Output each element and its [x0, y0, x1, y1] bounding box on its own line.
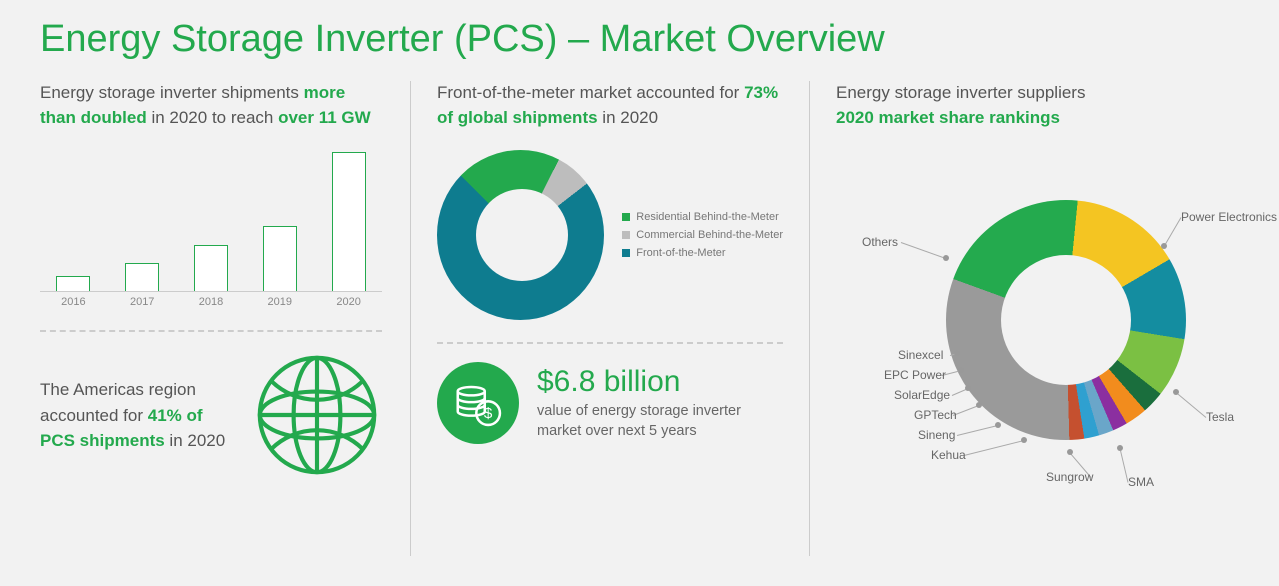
- segments-donut-chart: [437, 150, 604, 320]
- callout-label: Tesla: [1206, 410, 1234, 424]
- column-suppliers: Energy storage inverter suppliers 2020 m…: [810, 81, 1239, 556]
- bar: [115, 263, 170, 291]
- callout-label: Kehua: [931, 448, 966, 462]
- legend-label: Front-of-the-Meter: [636, 247, 725, 259]
- callout-dot: [976, 402, 982, 408]
- text: in 2020 to reach: [147, 108, 278, 127]
- callout-label: EPC Power: [884, 368, 946, 382]
- suppliers-donut-area: Power ElectronicsOthersTeslaSMASungrowKe…: [836, 130, 1239, 520]
- callout-label: SMA: [1128, 475, 1154, 489]
- callout-label: Others: [862, 235, 898, 249]
- callout-label: Power Electronics: [1181, 210, 1277, 224]
- callout-line: [1176, 392, 1207, 418]
- bar-label: 2016: [46, 296, 101, 308]
- bar: [321, 152, 376, 291]
- callout-dot: [1117, 445, 1123, 451]
- callout-dot: [1161, 243, 1167, 249]
- callout-label: Sinexcel: [898, 348, 943, 362]
- text-bold: 2020 market share rankings: [836, 108, 1060, 127]
- callout-label: SolarEdge: [894, 388, 950, 402]
- legend-item: Residential Behind-the-Meter: [622, 211, 783, 223]
- market-value-block: $ $6.8 billion value of energy storage i…: [437, 362, 783, 444]
- market-value-amount: $6.8 billion: [537, 365, 783, 399]
- callout-label: GPTech: [914, 408, 957, 422]
- callout-label: Sungrow: [1046, 470, 1093, 484]
- text: Front-of-the-meter market accounted for: [437, 83, 744, 102]
- text: in 2020: [598, 108, 659, 127]
- text: Energy storage inverter suppliers: [836, 83, 1085, 102]
- legend-item: Front-of-the-Meter: [622, 247, 783, 259]
- americas-block: The Americas region accounted for 41% of…: [40, 350, 382, 480]
- callout-dot: [943, 255, 949, 261]
- shipments-bar-chart: 2016 2017 2018 2019 2020: [40, 142, 382, 308]
- text-bold: over 11 GW: [278, 108, 371, 127]
- bar: [184, 245, 239, 291]
- bar-label: 2018: [184, 296, 239, 308]
- column-shipments: Energy storage inverter shipments more t…: [40, 81, 410, 556]
- coins-dollar-icon: $: [437, 362, 519, 444]
- legend-swatch: [622, 213, 630, 221]
- legend-label: Commercial Behind-the-Meter: [636, 229, 783, 241]
- bar-label: 2019: [252, 296, 307, 308]
- callout-line: [964, 440, 1024, 456]
- legend-label: Residential Behind-the-Meter: [636, 211, 778, 223]
- divider-dashed: [40, 330, 382, 332]
- callout-label: Sineng: [918, 428, 955, 442]
- legend-swatch: [622, 231, 630, 239]
- suppliers-headline: Energy storage inverter suppliers 2020 m…: [836, 81, 1239, 130]
- callout-line: [1164, 218, 1182, 248]
- bar-label: 2020: [321, 296, 376, 308]
- text: Energy storage inverter shipments: [40, 83, 304, 102]
- bar: [252, 226, 307, 291]
- svg-text:$: $: [484, 405, 493, 422]
- bar: [46, 276, 101, 291]
- callout-dot: [995, 422, 1001, 428]
- divider-dashed: [437, 342, 783, 344]
- column-market-segments: Front-of-the-meter market accounted for …: [410, 81, 810, 556]
- shipments-headline: Energy storage inverter shipments more t…: [40, 81, 382, 130]
- page-title: Energy Storage Inverter (PCS) – Market O…: [40, 18, 1239, 61]
- legend-swatch: [622, 249, 630, 257]
- callout-line: [901, 242, 946, 259]
- callout-dot: [1021, 437, 1027, 443]
- columns: Energy storage inverter shipments more t…: [40, 81, 1239, 556]
- globe-icon: [252, 350, 382, 480]
- suppliers-donut-chart: [946, 200, 1186, 440]
- callout-line: [957, 425, 998, 436]
- segments-legend: Residential Behind-the-Meter Commercial B…: [622, 205, 783, 265]
- bar-label: 2017: [115, 296, 170, 308]
- market-value-sub: value of energy storage inverter market …: [537, 401, 783, 442]
- fotm-headline: Front-of-the-meter market accounted for …: [437, 81, 783, 130]
- callout-line: [953, 405, 979, 416]
- americas-text: The Americas region accounted for 41% of…: [40, 377, 232, 454]
- text: in 2020: [165, 431, 226, 450]
- legend-item: Commercial Behind-the-Meter: [622, 229, 783, 241]
